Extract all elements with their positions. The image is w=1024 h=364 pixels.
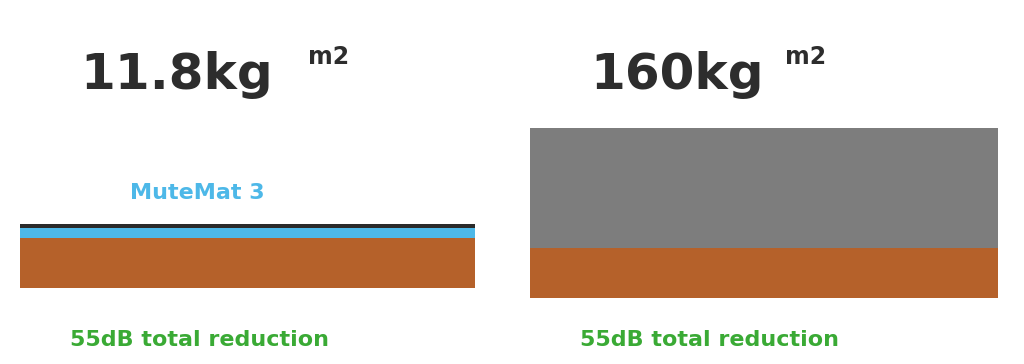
Text: m2: m2 [308, 45, 349, 69]
Bar [530, 248, 998, 298]
Text: 55dB total reduction: 55dB total reduction [580, 330, 839, 350]
Text: 11.8kg: 11.8kg [80, 51, 272, 99]
Text: MuteMat 3: MuteMat 3 [130, 183, 264, 203]
Text: m2: m2 [785, 45, 826, 69]
Text: 160kg: 160kg [590, 51, 764, 99]
Text: 55dB total reduction: 55dB total reduction [70, 330, 329, 350]
Bar [20, 224, 475, 228]
Bar [20, 228, 475, 238]
Bar [530, 128, 998, 248]
Bar [20, 238, 475, 288]
